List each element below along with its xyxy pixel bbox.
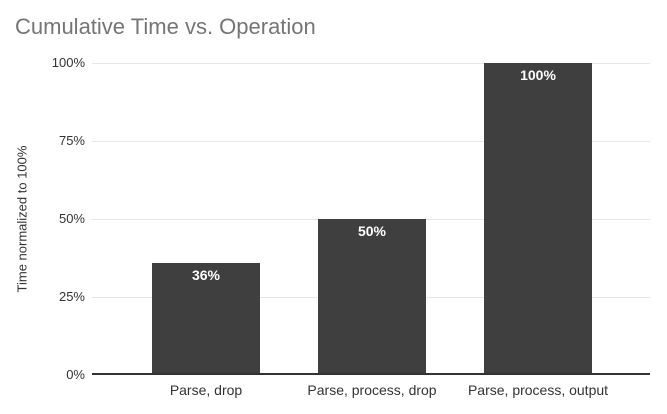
gridline-75 bbox=[92, 141, 650, 142]
bar-value-label: 100% bbox=[520, 67, 556, 83]
y-tick-label-75: 75% bbox=[58, 133, 85, 148]
y-tick-label-25: 25% bbox=[58, 289, 85, 304]
x-category-label-3: Parse, process, output bbox=[467, 382, 609, 398]
gridline-100 bbox=[92, 63, 650, 64]
bar-3: 100% bbox=[484, 63, 592, 375]
bar-value-label: 36% bbox=[191, 267, 221, 283]
bar-1: 36% bbox=[152, 263, 260, 375]
plot-area: 36% 50% 100% bbox=[92, 63, 650, 375]
y-tick-label-0: 0% bbox=[66, 367, 85, 382]
bar-value-label: 50% bbox=[357, 223, 387, 239]
x-category-label-2: Parse, process, drop bbox=[307, 382, 437, 398]
y-tick-label-100: 100% bbox=[51, 55, 85, 70]
x-category-label-1: Parse, drop bbox=[169, 382, 243, 398]
chart-title: Cumulative Time vs. Operation bbox=[15, 14, 316, 39]
bar-2: 50% bbox=[318, 219, 426, 375]
y-tick-label-50: 50% bbox=[58, 211, 85, 226]
x-axis-baseline bbox=[92, 373, 650, 375]
